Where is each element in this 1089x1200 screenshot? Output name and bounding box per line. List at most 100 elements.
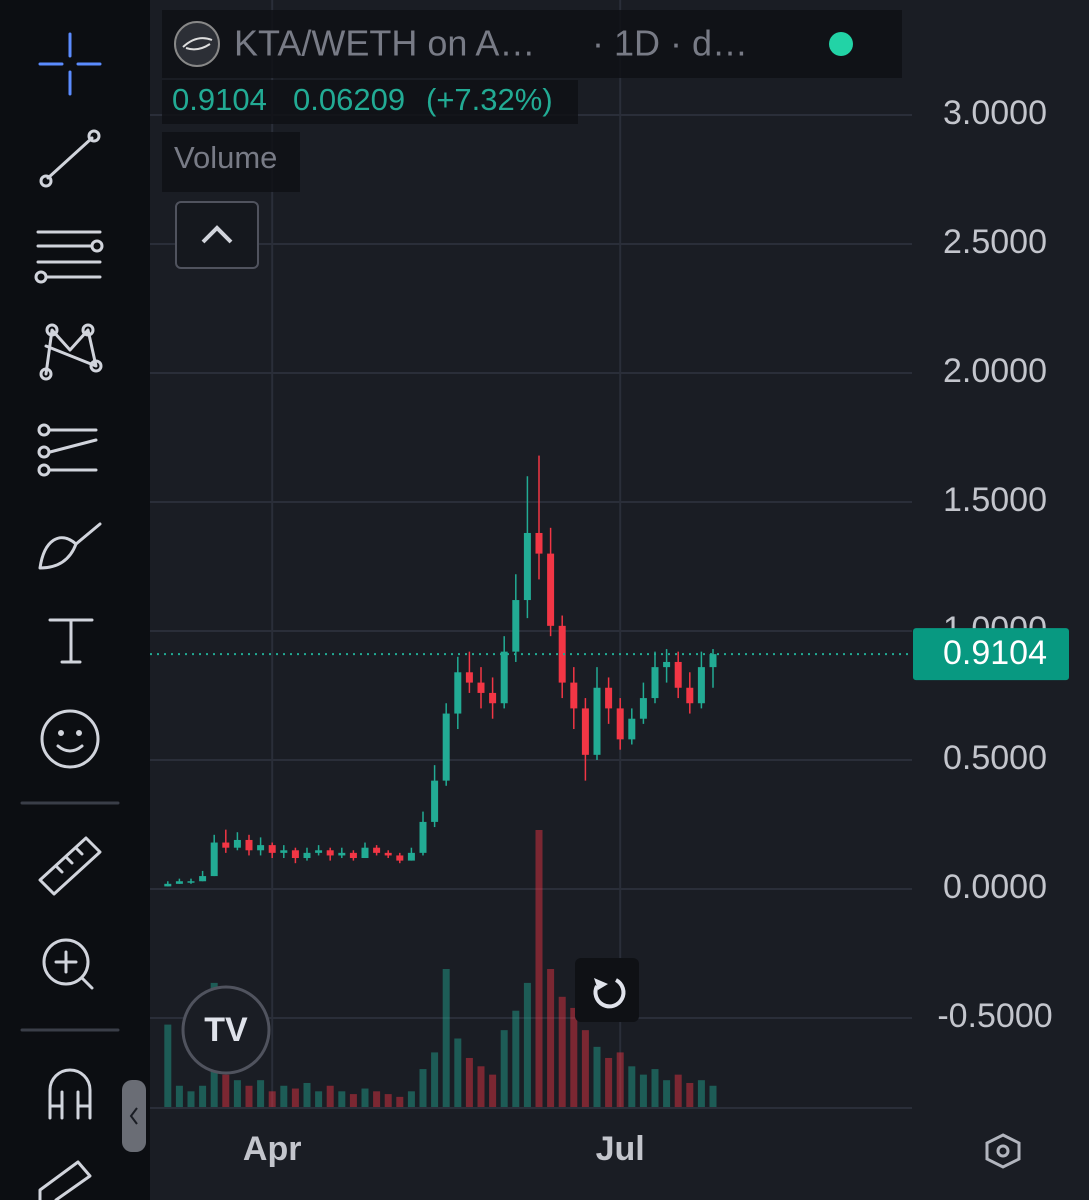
tradingview-logo[interactable]: [181, 985, 271, 1075]
brush-tool[interactable]: [38, 522, 102, 570]
ruler-tool[interactable]: [38, 836, 102, 896]
y-tick-label: 2.5000: [943, 223, 1047, 261]
y-tick-label: 0.5000: [943, 739, 1047, 777]
candle-body: [651, 667, 659, 699]
x-tick-label: Jul: [596, 1130, 645, 1168]
volume-bar: [233, 1080, 241, 1108]
candle-body: [697, 667, 705, 704]
volume-bar: [674, 1074, 682, 1108]
reset-arrow: [594, 978, 608, 990]
text-tool[interactable]: [48, 618, 94, 664]
y-tick-label: -0.5000: [937, 997, 1052, 1035]
volume-bar: [500, 1030, 508, 1108]
prediction-tool[interactable]: [37, 423, 98, 477]
candle-body: [233, 839, 241, 848]
legend-header: [162, 10, 902, 78]
volume-bar: [558, 996, 566, 1108]
volume-bar: [663, 1080, 671, 1108]
fib-tool[interactable]: [34, 230, 104, 284]
pattern-tool[interactable]: [39, 323, 103, 381]
volume-bar: [535, 830, 543, 1108]
candle-body: [431, 780, 439, 822]
volume-bar: [187, 1091, 195, 1108]
last-price-label: 0.9104: [943, 634, 1047, 672]
candle-body: [512, 600, 520, 652]
toolbar-collapse[interactable]: [122, 1080, 146, 1152]
y-tick-label: 2.0000: [943, 352, 1047, 390]
candle-body: [489, 692, 497, 704]
volume-bar: [697, 1080, 705, 1108]
volume-bar: [326, 1085, 334, 1108]
volume-bar: [489, 1074, 497, 1108]
volume-bar: [454, 1038, 462, 1108]
volume-bar: [512, 1010, 520, 1108]
volume-bar: [616, 1052, 624, 1108]
candle-body: [570, 682, 578, 709]
candle-body: [674, 661, 682, 688]
volume-bar: [268, 1091, 276, 1108]
magnet-tool[interactable]: [48, 1068, 92, 1120]
market-status: [829, 32, 853, 56]
chevron-up: [201, 225, 233, 244]
candle-body: [210, 842, 218, 877]
volume-bar: [407, 1091, 415, 1108]
change-value: 0.06209: [293, 82, 405, 117]
candle-body: [628, 718, 636, 740]
candle-body: [349, 852, 357, 859]
candle-body: [558, 625, 566, 683]
trendline-tool[interactable]: [39, 129, 101, 188]
candle-body: [199, 876, 207, 882]
volume-bar: [465, 1057, 473, 1108]
candle-body: [361, 847, 369, 859]
symbol-logo: [174, 21, 220, 67]
volume-bar: [291, 1088, 299, 1108]
reset-chart-button[interactable]: [575, 958, 639, 1022]
volume-bar: [477, 1066, 485, 1108]
plot-area: -0.50000.00000.50001.00001.50002.00002.5…: [150, 0, 1069, 1168]
candle-body: [338, 852, 346, 856]
volume-bar: [257, 1080, 265, 1108]
candle-body: [315, 850, 323, 853]
candle-body: [245, 839, 253, 851]
candle-body: [222, 842, 230, 848]
candle-body: [175, 881, 183, 884]
zoom-tool[interactable]: [42, 938, 94, 990]
toolbar-icons: [20, 32, 120, 1200]
collapse-legend-button[interactable]: [175, 201, 259, 269]
candle-body: [477, 682, 485, 693]
candle-body: [523, 532, 531, 601]
candle-body: [686, 687, 694, 704]
candle-body: [384, 852, 392, 856]
volume-bar: [384, 1094, 392, 1108]
volume-bar: [396, 1096, 404, 1108]
symbol-interval: · 1D · d…: [592, 23, 748, 64]
volume-bar: [605, 1057, 613, 1108]
volume-bar: [280, 1085, 288, 1108]
collapse-arrow: [129, 1107, 138, 1125]
volume-bar: [628, 1066, 636, 1108]
emoji-tool[interactable]: [40, 709, 100, 769]
candle-body: [303, 852, 311, 859]
candle-body: [465, 672, 473, 683]
candle-body: [280, 850, 288, 853]
last-price-tag: [913, 628, 1069, 681]
volume-bar: [164, 1024, 172, 1108]
volume-bar: [175, 1085, 183, 1108]
volume-bar: [651, 1069, 659, 1108]
candle-body: [663, 661, 671, 668]
toolbar: [0, 0, 150, 1200]
candle-body: [396, 855, 404, 861]
candle-body: [442, 713, 450, 781]
settings-button[interactable]: [985, 1133, 1021, 1169]
logo-mark: [182, 37, 213, 51]
volume-bar: [373, 1091, 381, 1108]
candle-body: [616, 708, 624, 740]
candle-body: [581, 708, 589, 755]
volume-bar: [593, 1046, 601, 1108]
pencil-tool[interactable]: [38, 1160, 92, 1200]
crosshair-tool[interactable]: [38, 32, 102, 96]
change-percent: (+7.32%): [426, 82, 553, 117]
x-tick-label: Apr: [243, 1130, 302, 1168]
